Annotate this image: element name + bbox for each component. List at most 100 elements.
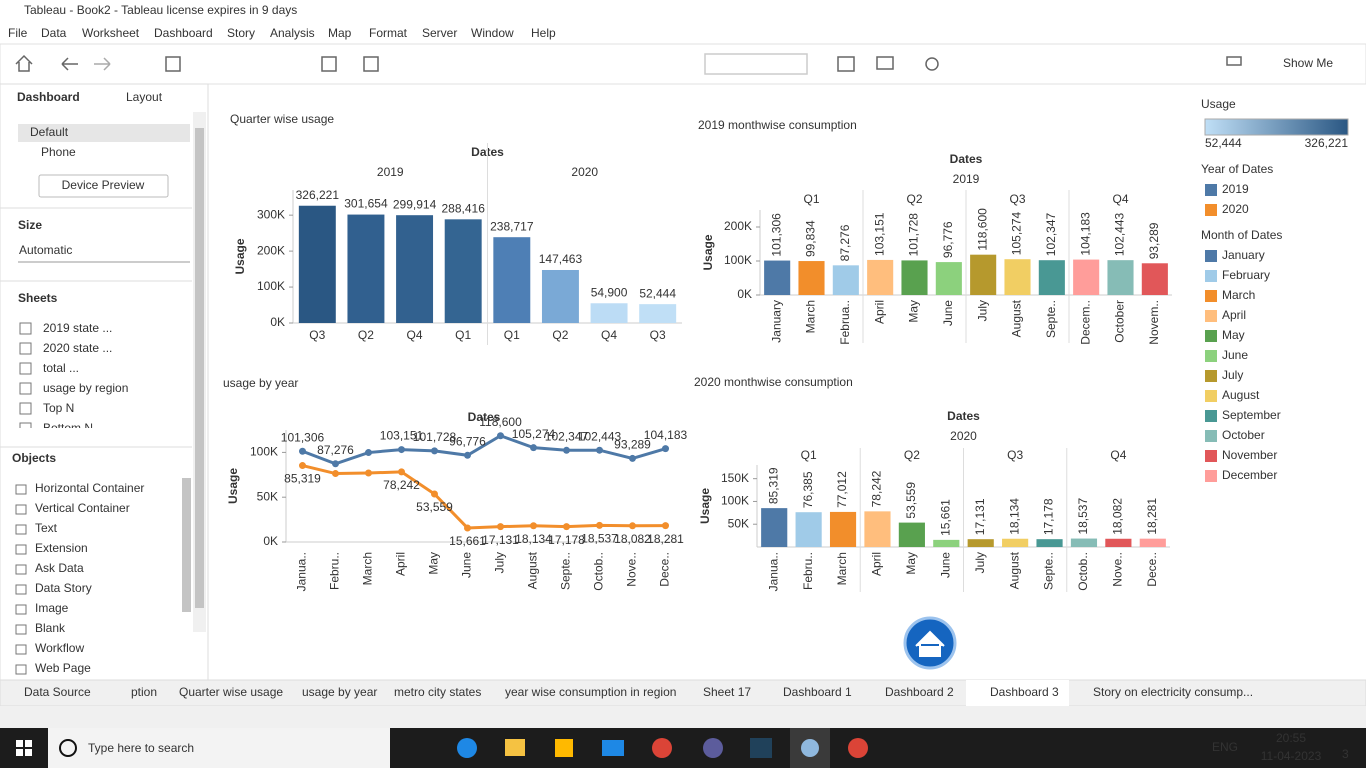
sheet-item[interactable]: Top N [43, 401, 74, 415]
sheet-item[interactable]: 2020 state ... [43, 341, 112, 355]
device-preview-button[interactable] [38, 174, 169, 198]
menu-item[interactable]: Dashboard [154, 26, 213, 40]
x-tick-label: Janua.. [295, 552, 309, 591]
point [662, 522, 669, 530]
presentation-icon[interactable] [876, 56, 894, 70]
object-item[interactable]: Extension [35, 541, 88, 555]
sheet-item[interactable]: 2019 state ... [43, 321, 112, 335]
x-tick-label: Q1 [504, 328, 520, 342]
active-tab[interactable] [966, 680, 1069, 706]
menu-item[interactable]: Analysis [270, 26, 315, 40]
legend-entry[interactable]: January [1222, 248, 1265, 262]
value-label: 17,178 [548, 533, 585, 547]
objects-scroll-thumb[interactable] [182, 478, 191, 612]
point [629, 454, 636, 462]
legend-entry[interactable]: March [1222, 288, 1255, 302]
side-scroll-thumb[interactable] [195, 128, 204, 608]
menu-item[interactable]: Worksheet [82, 26, 140, 40]
menu-item[interactable]: File [8, 26, 28, 40]
legend-swatch [1205, 184, 1217, 196]
bar [1139, 538, 1166, 547]
value-label: 87,276 [317, 443, 354, 457]
object-item[interactable]: Image [35, 601, 69, 615]
legend-entry[interactable]: February [1222, 268, 1270, 282]
legend-entry[interactable]: September [1222, 408, 1281, 422]
bar [901, 260, 928, 295]
sheet-tab[interactable]: Dashboard 2 [885, 685, 954, 699]
save-icon[interactable] [165, 56, 181, 72]
sheet-tab[interactable]: usage by year [302, 685, 377, 699]
sheet-item[interactable]: usage by region [43, 381, 128, 395]
object-item[interactable]: Web Page [35, 661, 91, 675]
menu-item[interactable]: Server [422, 26, 457, 40]
sheet-tab[interactable]: Dashboard 1 [783, 685, 852, 699]
legend-swatch [1205, 450, 1217, 462]
legend-entry[interactable]: April [1222, 308, 1246, 322]
x-tick-label: Octob.. [1076, 552, 1090, 591]
show-me[interactable]: Show Me [1283, 56, 1333, 70]
menu-item[interactable]: Story [227, 26, 255, 40]
sheet-tab[interactable]: Quarter wise usage [179, 685, 283, 699]
home-icon[interactable] [15, 54, 33, 72]
side-tab[interactable]: Dashboard [17, 90, 80, 104]
menu-item[interactable]: Help [531, 26, 556, 40]
sheet-tab[interactable]: Story on electricity consump... [1093, 685, 1253, 699]
legend-entry[interactable]: 2019 [1222, 182, 1249, 196]
object-item[interactable]: Blank [35, 621, 66, 635]
object-item[interactable]: Workflow [35, 641, 84, 655]
side-tab[interactable]: Layout [126, 90, 163, 104]
sheet-item[interactable]: Bottom N [43, 421, 93, 435]
menu-item[interactable]: Data [41, 26, 67, 40]
fit-icon[interactable] [837, 56, 855, 72]
sheet-tab[interactable]: metro city states [394, 685, 481, 699]
sheet-tab[interactable]: year wise consumption in region [505, 685, 676, 699]
legend-title: Month of Dates [1201, 228, 1282, 242]
sheet-tab[interactable]: Sheet 17 [703, 685, 751, 699]
sheet-tab[interactable]: ption [131, 685, 157, 699]
group-header: 2019 [377, 165, 404, 179]
redo-icon[interactable] [94, 57, 111, 71]
legend-swatch [1205, 430, 1217, 442]
group-header: 2020 [571, 165, 598, 179]
object-item[interactable]: Horizontal Container [35, 481, 144, 495]
sheet-tab[interactable]: Dashboard 3 [990, 685, 1059, 699]
chart-title: Quarter wise usage [230, 112, 334, 126]
share-icon[interactable] [925, 57, 939, 71]
legend-entry[interactable]: November [1222, 448, 1277, 462]
sheet-list: 2019 state ... 2020 state ... total ... usa… [19, 321, 128, 435]
x-tick-label: January [769, 300, 783, 343]
window-title: Tableau - Book2 - Tableau license expire… [24, 3, 297, 17]
object-item[interactable]: Data Story [35, 581, 92, 595]
new-sheet-icon[interactable] [321, 56, 337, 72]
legend-entry[interactable]: December [1222, 468, 1277, 482]
x-tick-label: Novem.. [1147, 300, 1161, 345]
sheet-item[interactable]: total ... [43, 361, 79, 375]
duplicate-icon[interactable] [363, 56, 379, 72]
legend-entry[interactable]: May [1222, 328, 1245, 342]
legend-entry[interactable]: July [1222, 368, 1243, 382]
sheet-tab[interactable]: Data Source [24, 685, 91, 699]
legend-entry[interactable]: August [1222, 388, 1260, 402]
legend-entry[interactable]: October [1222, 428, 1265, 442]
object-item[interactable]: Text [35, 521, 58, 535]
value-label: 102,443 [578, 429, 622, 443]
object-item[interactable]: Ask Data [35, 561, 84, 575]
legend-range: 52,444 [1205, 136, 1242, 150]
legend-swatch [1205, 390, 1217, 402]
menu-item[interactable]: Format [369, 26, 408, 40]
x-tick-label: May [904, 552, 918, 575]
menu-item[interactable]: Map [328, 26, 352, 40]
x-tick-label: March [361, 552, 375, 585]
x-tick-label: Februa.. [838, 300, 852, 345]
x-tick-label: May [907, 300, 921, 323]
object-item[interactable]: Vertical Container [35, 501, 130, 515]
notification-badge: 3 [1342, 747, 1349, 761]
menu-item[interactable]: Window [471, 26, 514, 40]
legend-entry[interactable]: June [1222, 348, 1248, 362]
windows-logo[interactable] [16, 740, 32, 756]
legend-entry[interactable]: 2020 [1222, 202, 1249, 216]
search-box[interactable] [48, 728, 390, 768]
format-icon[interactable] [1226, 56, 1242, 66]
undo-icon[interactable] [61, 57, 78, 71]
dropdown[interactable] [704, 53, 808, 75]
